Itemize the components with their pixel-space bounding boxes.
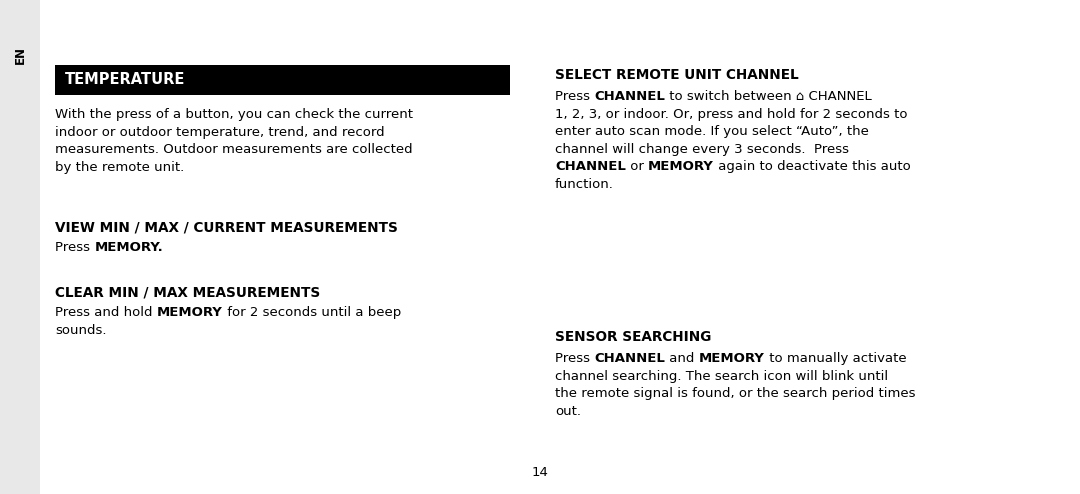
- Text: sounds.: sounds.: [55, 324, 107, 336]
- Text: MEMORY: MEMORY: [648, 160, 714, 173]
- Text: TEMPERATURE: TEMPERATURE: [65, 73, 186, 87]
- Text: Press: Press: [555, 90, 594, 103]
- Bar: [0, 0, 40, 494]
- Text: Press and hold: Press and hold: [55, 306, 157, 319]
- Bar: [55, 65, 510, 95]
- Text: VIEW MIN / MAX / CURRENT MEASUREMENTS: VIEW MIN / MAX / CURRENT MEASUREMENTS: [55, 220, 397, 234]
- Text: to manually activate: to manually activate: [765, 352, 906, 365]
- Text: indoor or outdoor temperature, trend, and record: indoor or outdoor temperature, trend, an…: [55, 125, 384, 138]
- Text: CHANNEL: CHANNEL: [555, 160, 626, 173]
- Text: or: or: [626, 160, 648, 173]
- Text: SENSOR SEARCHING: SENSOR SEARCHING: [555, 330, 712, 344]
- Text: channel will change every 3 seconds.  Press: channel will change every 3 seconds. Pre…: [555, 142, 849, 156]
- Text: by the remote unit.: by the remote unit.: [55, 161, 185, 173]
- Text: CHANNEL: CHANNEL: [594, 90, 665, 103]
- Text: function.: function.: [555, 177, 613, 191]
- Text: out.: out.: [555, 405, 581, 417]
- Text: MEMORY: MEMORY: [699, 352, 765, 365]
- Text: Press: Press: [55, 241, 94, 254]
- Text: the remote signal is found, or the search period times: the remote signal is found, or the searc…: [555, 387, 916, 400]
- Text: for 2 seconds until a beep: for 2 seconds until a beep: [222, 306, 401, 319]
- Text: again to deactivate this auto: again to deactivate this auto: [714, 160, 910, 173]
- Text: measurements. Outdoor measurements are collected: measurements. Outdoor measurements are c…: [55, 143, 413, 156]
- Text: 1, 2, 3, or indoor. Or, press and hold for 2 seconds to: 1, 2, 3, or indoor. Or, press and hold f…: [555, 108, 907, 121]
- Text: MEMORY.: MEMORY.: [94, 241, 163, 254]
- Text: SELECT REMOTE UNIT CHANNEL: SELECT REMOTE UNIT CHANNEL: [555, 68, 798, 82]
- Text: With the press of a button, you can check the current: With the press of a button, you can chec…: [55, 108, 413, 121]
- Text: to switch between ⌂ CHANNEL: to switch between ⌂ CHANNEL: [665, 90, 872, 103]
- Text: 14: 14: [531, 465, 549, 479]
- Text: CLEAR MIN / MAX MEASUREMENTS: CLEAR MIN / MAX MEASUREMENTS: [55, 285, 321, 299]
- Text: channel searching. The search icon will blink until: channel searching. The search icon will …: [555, 370, 888, 382]
- Text: CHANNEL: CHANNEL: [594, 352, 665, 365]
- Text: Press: Press: [555, 352, 594, 365]
- Text: and: and: [665, 352, 699, 365]
- Text: MEMORY: MEMORY: [157, 306, 222, 319]
- Text: EN: EN: [13, 46, 27, 64]
- Text: enter auto scan mode. If you select “Auto”, the: enter auto scan mode. If you select “Aut…: [555, 125, 869, 138]
